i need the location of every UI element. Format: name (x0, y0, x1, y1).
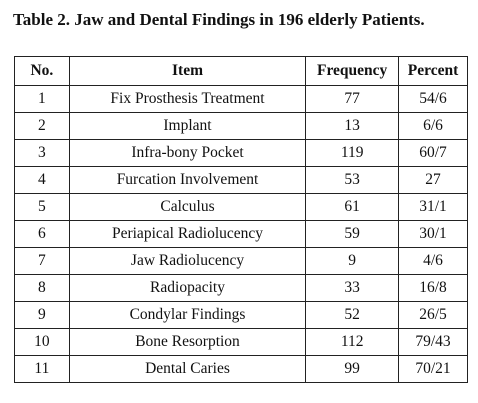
cell-item: Fix Prosthesis Treatment (68, 85, 307, 113)
header-item: Item (68, 56, 307, 86)
table-row: 9 Condylar Findings 52 26/5 (14, 301, 468, 329)
table-row: 11 Dental Caries 99 70/21 (14, 355, 468, 383)
cell-item: Dental Caries (68, 355, 307, 383)
cell-percent: 54/6 (398, 85, 468, 113)
cell-frequency: 52 (305, 301, 400, 329)
table-row: 10 Bone Resorption 112 79/43 (14, 328, 468, 356)
cell-item: Radiopacity (68, 274, 307, 302)
findings-table: No. Item Frequency Percent 1 Fix Prosthe… (14, 56, 468, 383)
cell-no: 7 (14, 247, 70, 275)
cell-percent: 79/43 (398, 328, 468, 356)
cell-percent: 27 (398, 166, 468, 194)
cell-no: 2 (14, 112, 70, 140)
table-caption: Table 2. Jaw and Dental Findings in 196 … (13, 10, 425, 29)
cell-no: 9 (14, 301, 70, 329)
cell-item: Jaw Radiolucency (68, 247, 307, 275)
cell-frequency: 13 (305, 112, 400, 140)
cell-percent: 16/8 (398, 274, 468, 302)
cell-frequency: 53 (305, 166, 400, 194)
cell-no: 8 (14, 274, 70, 302)
cell-percent: 70/21 (398, 355, 468, 383)
cell-frequency: 112 (305, 328, 400, 356)
cell-no: 1 (14, 85, 70, 113)
cell-percent: 31/1 (398, 193, 468, 221)
cell-frequency: 33 (305, 274, 400, 302)
cell-item: Furcation Involvement (68, 166, 307, 194)
cell-no: 4 (14, 166, 70, 194)
cell-item: Bone Resorption (68, 328, 307, 356)
cell-no: 5 (14, 193, 70, 221)
cell-item: Calculus (68, 193, 307, 221)
cell-frequency: 9 (305, 247, 400, 275)
cell-item: Implant (68, 112, 307, 140)
table-row: 3 Infra-bony Pocket 119 60/7 (14, 139, 468, 167)
cell-percent: 60/7 (398, 139, 468, 167)
cell-no: 3 (14, 139, 70, 167)
cell-percent: 6/6 (398, 112, 468, 140)
cell-item: Condylar Findings (68, 301, 307, 329)
table-row: 5 Calculus 61 31/1 (14, 193, 468, 221)
table-row: 4 Furcation Involvement 53 27 (14, 166, 468, 194)
table-header-row: No. Item Frequency Percent (14, 56, 468, 86)
cell-percent: 26/5 (398, 301, 468, 329)
cell-no: 10 (14, 328, 70, 356)
table-row: 7 Jaw Radiolucency 9 4/6 (14, 247, 468, 275)
table-row: 8 Radiopacity 33 16/8 (14, 274, 468, 302)
cell-frequency: 77 (305, 85, 400, 113)
cell-no: 11 (14, 355, 70, 383)
cell-item: Periapical Radiolucency (68, 220, 307, 248)
cell-no: 6 (14, 220, 70, 248)
cell-item: Infra-bony Pocket (68, 139, 307, 167)
cell-percent: 30/1 (398, 220, 468, 248)
cell-frequency: 59 (305, 220, 400, 248)
cell-frequency: 99 (305, 355, 400, 383)
table-row: 2 Implant 13 6/6 (14, 112, 468, 140)
header-frequency: Frequency (305, 56, 400, 86)
cell-frequency: 61 (305, 193, 400, 221)
cell-frequency: 119 (305, 139, 400, 167)
table-row: 1 Fix Prosthesis Treatment 77 54/6 (14, 85, 468, 113)
header-percent: Percent (398, 56, 468, 86)
header-no: No. (14, 56, 70, 86)
table-row: 6 Periapical Radiolucency 59 30/1 (14, 220, 468, 248)
cell-percent: 4/6 (398, 247, 468, 275)
